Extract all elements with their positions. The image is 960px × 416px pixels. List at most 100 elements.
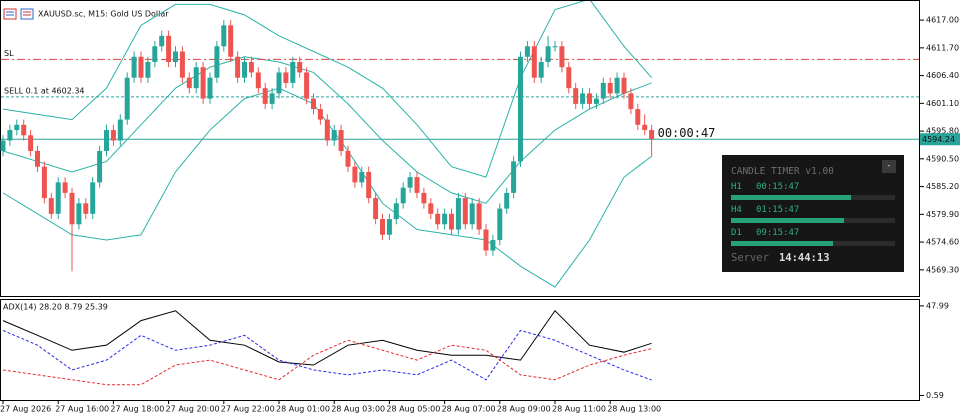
- candle-body: [138, 56, 144, 78]
- candle-body: [97, 150, 103, 183]
- progress-track: [731, 241, 895, 246]
- candle-body: [531, 46, 537, 78]
- timer-row: H1 00:15:47: [731, 182, 895, 200]
- candle-body: [193, 67, 199, 89]
- candle-body: [35, 150, 40, 167]
- candle-body: [504, 192, 510, 209]
- x-tick-label: 28 Aug 07:00: [442, 405, 496, 414]
- candle-body: [538, 61, 544, 78]
- candle-body: [221, 25, 227, 47]
- time-remaining: 00:15:47: [756, 182, 800, 192]
- progress-bar: [731, 195, 851, 200]
- x-tick-label: 28 Aug 11:00: [552, 405, 606, 414]
- x-tick-label: 27 Aug 22:00: [221, 405, 275, 414]
- bollinger-bands: [2, 1, 652, 288]
- candle-body: [476, 203, 482, 230]
- timer-row: D1 09:15:47: [731, 228, 895, 246]
- candle-body: [573, 88, 579, 104]
- candle-body: [621, 77, 627, 94]
- candle-body: [242, 61, 247, 78]
- x-tick-label: 27 Aug 20:00: [166, 405, 220, 414]
- candle-body: [159, 35, 165, 47]
- candle-body: [469, 203, 475, 225]
- candle-body: [552, 46, 558, 48]
- server-label: Server: [731, 252, 769, 264]
- candle-body: [642, 124, 648, 131]
- y-tick-label: 4617.00: [926, 16, 959, 25]
- candle-body: [166, 35, 172, 62]
- band-line: [2, 1, 652, 178]
- indicator-line: [2, 329, 652, 381]
- candle-body: [345, 150, 351, 167]
- candle-body: [0, 140, 6, 151]
- chart-title: XAUUSD.sc, M15: Gold US Dollar: [38, 10, 169, 19]
- y-tick-label: 4606.40: [926, 71, 959, 80]
- candle-body: [228, 25, 234, 57]
- y-tick-label: 4601.10: [926, 99, 959, 108]
- candle-body: [104, 130, 109, 151]
- candle-body: [400, 187, 406, 204]
- candle-body: [635, 109, 641, 125]
- candle-body: [559, 46, 565, 68]
- adx-title: ADX(14) 28.20 8.79 25.39: [3, 303, 108, 312]
- candle-body: [545, 46, 551, 62]
- candle-timer-panel: CANDLE TIMER v1.00 - Server 14:44:13 H1 00…: [722, 155, 904, 272]
- y-tick-label: 4611.70: [926, 43, 959, 52]
- candle-body: [421, 192, 427, 204]
- minimize-button[interactable]: -: [882, 160, 896, 173]
- y-tick-label: 4585.20: [926, 182, 959, 191]
- candle-body: [317, 109, 323, 120]
- candle-body: [83, 203, 89, 214]
- candle-body: [179, 51, 185, 78]
- y-tick-label: 4595.80: [926, 127, 959, 136]
- candle-body: [124, 77, 130, 120]
- candle-body: [304, 72, 310, 99]
- level-label: SELL 0.1 at 4602.34: [4, 86, 85, 95]
- progress-track: [731, 195, 895, 200]
- symbol-icon: [3, 8, 34, 20]
- candle-body: [145, 61, 151, 78]
- y-tick-label: 4579.90: [926, 210, 959, 219]
- candle-body: [248, 61, 254, 73]
- y-tick-label: 4569.30: [926, 265, 959, 274]
- progress-track: [731, 218, 895, 223]
- level-label: SL: [4, 49, 14, 58]
- candle-body: [255, 72, 261, 89]
- candle-body: [449, 213, 454, 230]
- candle-body: [173, 51, 178, 62]
- candle-body: [580, 93, 586, 104]
- band-line: [2, 56, 652, 204]
- candle-body: [393, 203, 399, 220]
- candle-body: [152, 46, 158, 62]
- candle-body: [490, 239, 496, 251]
- candle-body: [21, 124, 27, 136]
- candle-body: [511, 161, 517, 193]
- candle-body: [649, 130, 655, 140]
- candle-body: [235, 56, 241, 78]
- y-tick-label: 47.99: [926, 301, 949, 310]
- y-tick-label: 0.59: [926, 391, 944, 400]
- x-tick-label: 28 Aug 03:00: [331, 405, 385, 414]
- candle-body: [311, 98, 316, 110]
- candle-body: [366, 171, 372, 199]
- candle-body: [497, 208, 503, 240]
- time-remaining: 09:15:47: [756, 228, 800, 238]
- progress-bar: [731, 218, 845, 223]
- candle-body: [518, 56, 523, 162]
- candle-body: [55, 182, 61, 214]
- server-row: Server 14:44:13: [731, 252, 830, 264]
- candle-body: [455, 198, 461, 230]
- candle-body: [352, 166, 358, 183]
- candle-body: [76, 203, 82, 225]
- candle-body: [462, 198, 468, 225]
- candle-body: [131, 56, 137, 78]
- candle-body: [48, 198, 54, 214]
- timeframe-label: D1: [731, 228, 742, 238]
- candle-body: [90, 182, 96, 214]
- candle-body: [276, 72, 282, 94]
- candle-body: [566, 67, 572, 89]
- timer-title: CANDLE TIMER v1.00: [731, 166, 834, 177]
- candle-body: [262, 88, 268, 104]
- candle-body: [607, 82, 613, 94]
